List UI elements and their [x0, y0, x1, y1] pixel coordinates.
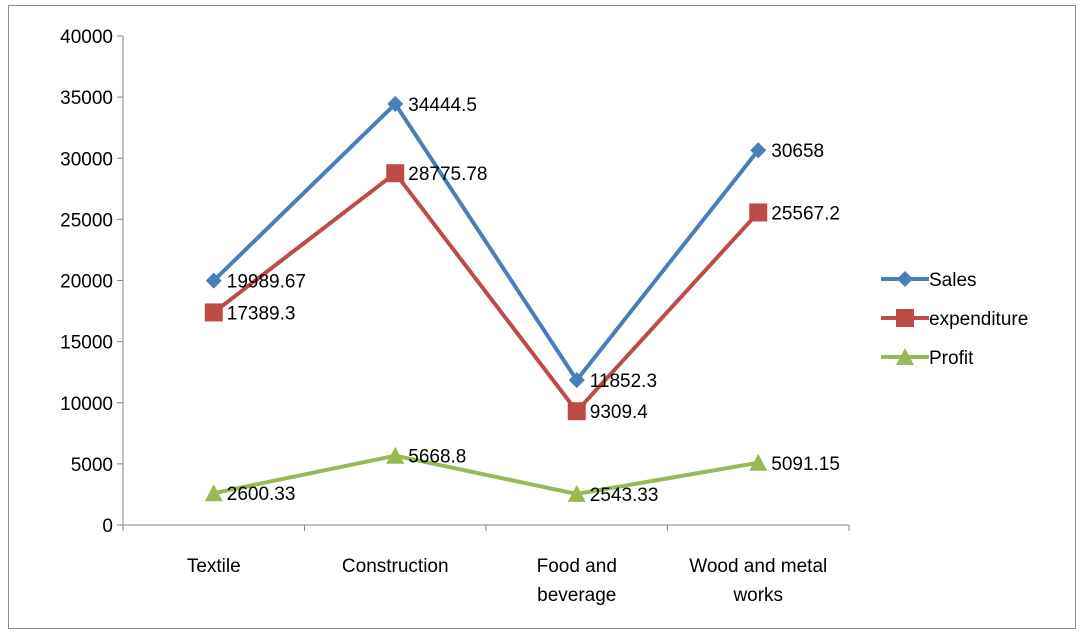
line-chart: 0 5000 10000 15000 20000 25000 30000 35000 40000… [60, 27, 1028, 606]
data-label-profit: 5668.8 [408, 447, 466, 468]
data-label-profit: 2600.33 [227, 484, 296, 505]
y-tick-label: 40000 [60, 27, 113, 48]
data-label-sales: 34444.5 [408, 95, 477, 116]
data-point-expenditure [567, 402, 586, 421]
x-tick-label: Construction [342, 556, 449, 577]
y-tick-label: 25000 [60, 210, 113, 231]
data-point-sales [568, 372, 585, 389]
data-label-profit: 5091.15 [771, 454, 840, 475]
data-point-profit [204, 484, 223, 502]
y-tick-label: 10000 [60, 394, 113, 415]
data-point-profit [567, 484, 586, 502]
data-label-expenditure: 17389.3 [227, 303, 296, 324]
data-point-expenditure [386, 164, 405, 183]
data-point-profit [749, 453, 768, 471]
y-tick-label: 15000 [60, 333, 113, 354]
legend-marker-sales [897, 271, 913, 287]
legend-marker-expenditure [896, 309, 914, 327]
y-tick-label: 35000 [60, 88, 113, 109]
chart-frame: 0 5000 10000 15000 20000 25000 30000 35000 40000… [8, 5, 1076, 629]
series-line-expenditure [212, 171, 760, 414]
x-tick-label: Wood and metal works [689, 556, 827, 606]
data-label-profit: 2543.33 [590, 485, 659, 506]
data-point-expenditure [204, 303, 223, 322]
data-point-profit [386, 446, 405, 464]
data-point-sales [205, 272, 222, 289]
legend-label-expenditure: expenditure [929, 309, 1028, 330]
legend-label-sales: Sales [929, 270, 977, 291]
y-tick-label: 30000 [60, 149, 113, 170]
series-line-profit [213, 453, 759, 496]
data-label-expenditure: 25567.2 [771, 203, 840, 224]
series-line-sales [212, 101, 760, 383]
data-label-sales: 19989.67 [227, 272, 306, 293]
data-label-expenditure: 28775.78 [408, 164, 487, 185]
x-tick-label: Textile [187, 556, 241, 577]
y-tick-label: 20000 [60, 272, 113, 293]
data-label-sales: 11852.3 [590, 371, 657, 392]
y-tick-label: 0 [102, 516, 113, 537]
legend-label-profit: Profit [929, 348, 974, 369]
data-point-expenditure [749, 203, 768, 222]
legend-marker-profit [896, 348, 914, 365]
data-point-sales [387, 95, 404, 112]
data-label-sales: 30658 [771, 141, 824, 162]
data-label-expenditure: 9309.4 [590, 402, 649, 423]
y-tick-label: 5000 [71, 455, 113, 476]
x-tick-label: Food and beverage [537, 556, 617, 606]
data-point-sales [750, 142, 767, 159]
